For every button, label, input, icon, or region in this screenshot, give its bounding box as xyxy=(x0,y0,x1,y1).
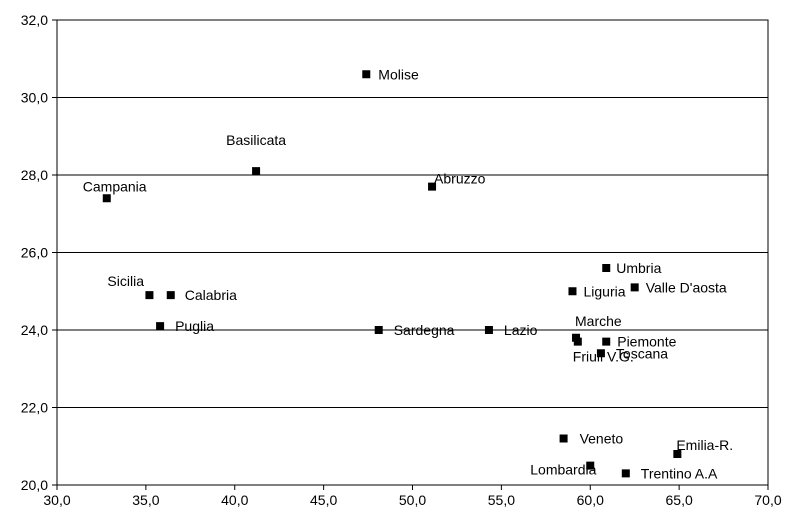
point-label: Trentino A.A xyxy=(641,465,718,481)
tick-label-x: 45,0 xyxy=(310,492,337,508)
point-label: Valle D'aosta xyxy=(646,279,727,295)
data-points xyxy=(102,70,682,478)
tick-label-x: 55,0 xyxy=(488,492,515,508)
data-point xyxy=(673,450,682,458)
data-point xyxy=(559,434,568,443)
tick-label-x: 35,0 xyxy=(132,492,159,508)
point-label: Umbria xyxy=(616,260,661,276)
data-point xyxy=(568,287,577,296)
data-point xyxy=(374,326,383,334)
tick-labels: 20,0 22,0 24,0 26,0 28,0 30,0 32,0 30,0 35,0 40,0… xyxy=(21,12,782,508)
tick-label-x: 40,0 xyxy=(221,492,248,508)
data-point xyxy=(602,264,611,272)
data-point xyxy=(102,194,111,203)
tick-label-y: 20,0 xyxy=(21,477,48,493)
axes xyxy=(52,19,769,490)
data-point xyxy=(428,182,437,191)
data-point xyxy=(596,349,605,358)
data-point xyxy=(362,70,371,79)
data-point xyxy=(586,461,595,470)
tick-label-y: 26,0 xyxy=(21,245,48,261)
point-label: Veneto xyxy=(580,431,624,447)
point-label: Lombardia xyxy=(530,462,596,478)
tick-label-x: 50,0 xyxy=(399,492,426,508)
tick-label-x: 70,0 xyxy=(754,492,781,508)
point-label: Toscana xyxy=(616,345,668,361)
point-label: Calabria xyxy=(185,287,237,303)
gridlines xyxy=(57,19,768,486)
tick-label-x: 30,0 xyxy=(43,492,70,508)
data-point xyxy=(630,283,639,292)
point-label: Basilicata xyxy=(226,132,286,148)
point-label: Sardegna xyxy=(394,322,455,338)
point-label: Piemonte xyxy=(617,334,676,350)
tick-label-y: 24,0 xyxy=(21,322,48,338)
point-label: Campania xyxy=(83,178,147,194)
tick-label-y: 22,0 xyxy=(21,400,48,416)
point-labels: Molise Basilicata Abruzzo Campania Umbria Val… xyxy=(83,66,733,481)
point-label: Sicilia xyxy=(107,273,144,289)
point-label: Puglia xyxy=(175,318,214,334)
point-label: Marche xyxy=(575,313,622,329)
data-point xyxy=(621,469,630,478)
point-label: Liguria xyxy=(583,283,625,299)
point-label: Abruzzo xyxy=(434,171,486,187)
tick-label-x: 65,0 xyxy=(666,492,693,508)
tick-label-y: 30,0 xyxy=(21,90,48,106)
data-point xyxy=(252,167,261,176)
point-label: Molise xyxy=(378,66,419,82)
data-point xyxy=(602,337,611,346)
data-point xyxy=(145,291,154,300)
data-point xyxy=(166,291,175,300)
data-point xyxy=(573,337,582,346)
point-label: Emilia-R. xyxy=(676,437,733,453)
tick-label-y: 32,0 xyxy=(21,12,48,28)
tick-label-x: 60,0 xyxy=(577,492,604,508)
data-point xyxy=(484,326,493,334)
point-label: Lazio xyxy=(504,322,538,338)
data-point xyxy=(156,322,165,331)
point-label: Friuli V.G. xyxy=(573,349,634,365)
tick-label-y: 28,0 xyxy=(21,167,48,183)
